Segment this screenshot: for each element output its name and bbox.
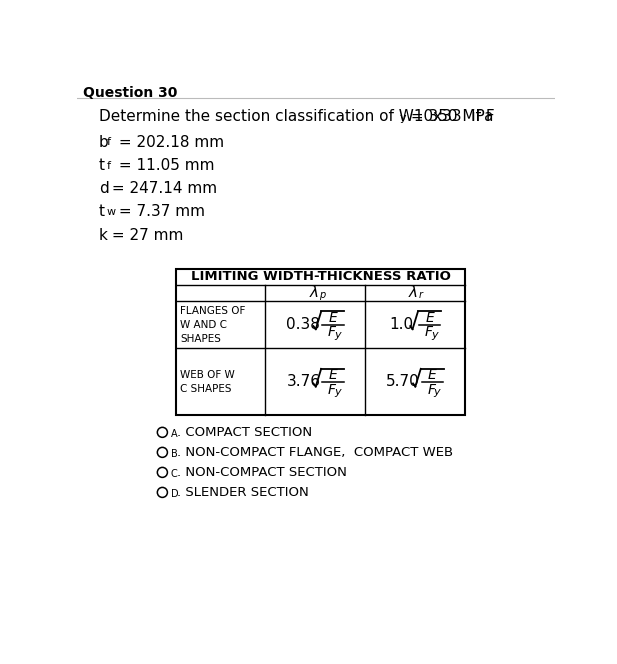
Text: 3.76: 3.76 — [286, 374, 320, 389]
Text: B: B — [170, 449, 177, 459]
Text: . NON-COMPACT FLANGE,  COMPACT WEB: . NON-COMPACT FLANGE, COMPACT WEB — [176, 446, 453, 459]
Text: = 350 MPa: = 350 MPa — [406, 109, 493, 124]
Text: F: F — [328, 382, 336, 396]
Text: y: y — [334, 329, 341, 339]
Text: y: y — [431, 329, 437, 339]
Text: F: F — [428, 382, 436, 396]
Text: y: y — [400, 113, 406, 123]
Text: λ: λ — [409, 285, 418, 300]
Text: = 7.37 mm: = 7.37 mm — [114, 205, 205, 219]
Text: WEB OF W
C SHAPES: WEB OF W C SHAPES — [180, 370, 235, 394]
Text: . COMPACT SECTION: . COMPACT SECTION — [176, 426, 312, 439]
Text: t: t — [99, 158, 105, 173]
Text: p: p — [320, 290, 326, 300]
Text: Determine the section classification of W10x33  if F: Determine the section classification of … — [99, 109, 494, 124]
Text: = 27 mm: = 27 mm — [107, 228, 183, 242]
Text: F: F — [328, 325, 336, 339]
Text: FLANGES OF
W AND C
SHAPES: FLANGES OF W AND C SHAPES — [180, 305, 246, 343]
Text: D: D — [170, 489, 178, 499]
Text: b: b — [99, 135, 109, 150]
Text: C: C — [170, 469, 177, 479]
Bar — [176, 269, 465, 416]
Text: LIMITING WIDTH-THICKNESS RATIO: LIMITING WIDTH-THICKNESS RATIO — [191, 270, 450, 284]
Text: d: d — [99, 181, 109, 197]
Text: λ: λ — [309, 285, 318, 300]
Text: . NON-COMPACT SECTION: . NON-COMPACT SECTION — [176, 466, 347, 479]
Text: f: f — [107, 161, 110, 171]
Text: E: E — [425, 311, 434, 325]
Text: A: A — [170, 429, 177, 439]
Text: = 11.05 mm: = 11.05 mm — [114, 158, 214, 173]
Text: w: w — [107, 207, 116, 216]
Text: r: r — [419, 290, 423, 300]
Text: y: y — [434, 387, 441, 397]
Text: E: E — [428, 368, 437, 382]
Text: f: f — [107, 137, 110, 147]
Text: = 247.14 mm: = 247.14 mm — [107, 181, 217, 197]
Text: 5.70: 5.70 — [386, 374, 420, 389]
Text: . SLENDER SECTION: . SLENDER SECTION — [176, 486, 308, 499]
Text: F: F — [425, 325, 433, 339]
Text: E: E — [328, 368, 337, 382]
Text: t: t — [99, 205, 105, 219]
Text: 1.0: 1.0 — [389, 317, 413, 332]
Text: 0.38: 0.38 — [286, 317, 320, 332]
Text: k: k — [99, 228, 108, 242]
Text: = 202.18 mm: = 202.18 mm — [114, 135, 224, 150]
Text: E: E — [328, 311, 337, 325]
Text: Question 30: Question 30 — [83, 86, 178, 100]
Text: y: y — [334, 387, 341, 397]
